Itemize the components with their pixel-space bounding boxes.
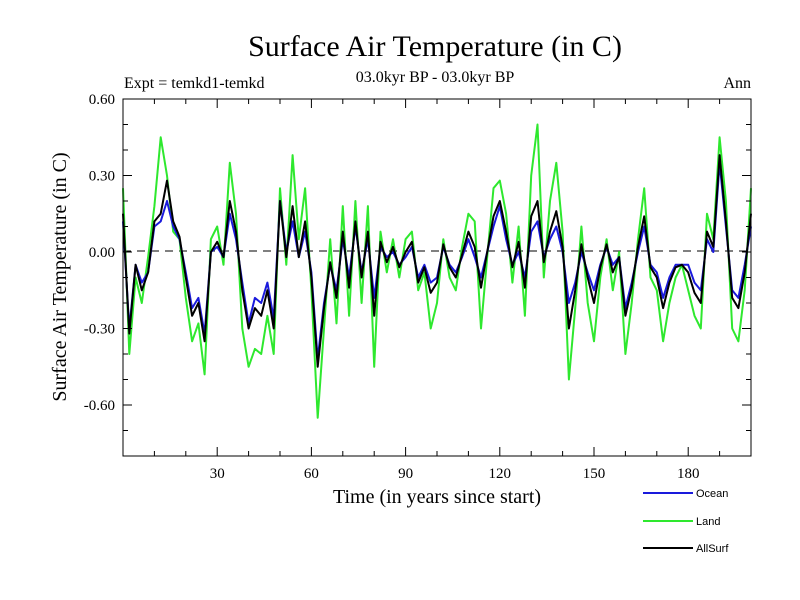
series-line-land [122, 123, 752, 419]
plot-area [122, 98, 752, 457]
expt-label: Expt = temkd1-temkd [124, 75, 265, 92]
series-line-ocean [122, 161, 752, 361]
y-tick-label: 0.60 [89, 92, 115, 108]
legend: Ocean Land AllSurf [643, 488, 729, 555]
series-group [122, 123, 752, 419]
x-tick-label: 120 [489, 466, 512, 482]
period-label: Ann [723, 75, 751, 92]
x-tick-label: 90 [398, 466, 413, 482]
legend-label-ocean: Ocean [696, 488, 728, 500]
y-axis-label: Surface Air Temperature (in C) [49, 152, 71, 401]
x-tick-label: 180 [677, 466, 700, 482]
x-tick-label: 30 [210, 466, 225, 482]
chart-subtitle: 03.0kyr BP - 03.0kyr BP [356, 69, 515, 86]
y-axis: 0.60 0.30 0.00 -0.30 -0.60 [84, 92, 751, 457]
x-tick-label: 150 [583, 466, 606, 482]
y-tick-label: -0.30 [84, 322, 115, 338]
y-tick-label: -0.60 [84, 398, 115, 414]
y-tick-label: 0.00 [89, 245, 115, 261]
chart-title: Surface Air Temperature (in C) [248, 30, 622, 63]
x-axis-label: Time (in years since start) [333, 486, 541, 508]
legend-label-land: Land [696, 516, 720, 528]
x-axis: 30 60 90 120 150 180 [153, 99, 721, 482]
y-tick-label: 0.30 [89, 169, 115, 185]
x-tick-label: 60 [304, 466, 319, 482]
legend-label-allsurf: AllSurf [696, 543, 729, 555]
series-line-allsurf [122, 154, 752, 368]
